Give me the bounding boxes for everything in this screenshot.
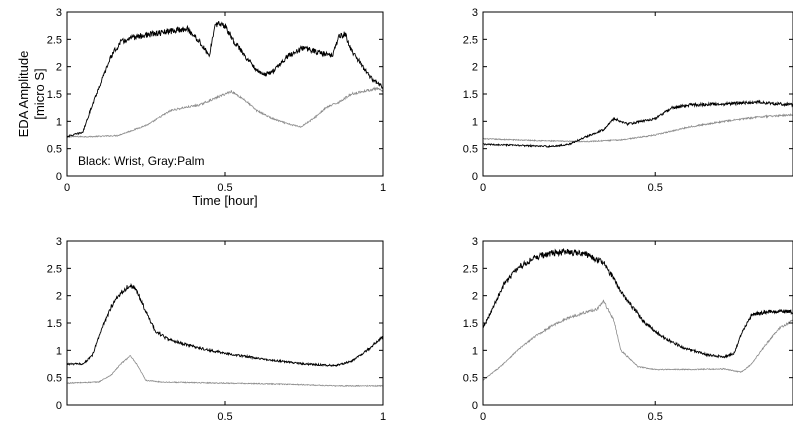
y-tick-label: 2 [472, 291, 478, 303]
axes-frame [482, 11, 793, 177]
y-tick-label: 0 [472, 171, 478, 183]
y-tick-label: 3 [56, 236, 62, 248]
plot-layer: 0 0.5 1 1.5 2 2.5 3 0 0.5 1 0 0.5 1 1.5 2 2.5 3 0 0.5 0 0.5 1… [47, 7, 793, 423]
y-tick-label: 0.5 [463, 144, 478, 156]
y-tick-label: 2.5 [463, 34, 478, 46]
panel-top-right: 0 0.5 1 1.5 2 2.5 3 0 0.5 [463, 7, 793, 194]
y-tick-label: 2 [56, 291, 62, 303]
y-tick-label: 1 [472, 345, 478, 357]
y-tick-label: 0.5 [463, 373, 478, 385]
x-tick-label: 0.5 [648, 182, 663, 194]
x-tick-label: 1 [380, 411, 386, 423]
x-tick-label: 0.5 [217, 411, 232, 423]
y-tick-label: 0 [56, 171, 62, 183]
series-wrist-line [67, 21, 383, 138]
y-tick-label: 3 [472, 236, 478, 248]
y-tick-label: 0.5 [47, 144, 62, 156]
panel-bottom-right: 0 0.5 1 1.5 2 2.5 3 0 0.5 [463, 236, 793, 423]
y-tick-label: 0 [472, 400, 478, 412]
y-tick-label: 0.5 [47, 373, 62, 385]
axes-frame [66, 240, 384, 406]
x-axis-label: Time [hour] [192, 193, 257, 208]
y-tick-label: 1.5 [47, 318, 62, 330]
series-wrist-line [483, 247, 793, 359]
y-tick-label: 2 [472, 62, 478, 74]
y-tick-label: 1 [472, 116, 478, 128]
series-wrist-line [483, 99, 793, 148]
series-palm-line [67, 86, 383, 138]
x-tick-label: 0 [480, 411, 486, 423]
series-palm-line [483, 299, 793, 381]
x-tick-label: 0.5 [648, 411, 663, 423]
panel-top-left: 0 0.5 1 1.5 2 2.5 3 0 0.5 1 [47, 7, 386, 194]
x-tick-label: 0 [64, 182, 70, 194]
x-tick-label: 0.5 [217, 182, 232, 194]
y-tick-label: 2.5 [47, 34, 62, 46]
series-palm-line [483, 113, 793, 143]
x-tick-label: 1 [380, 182, 386, 194]
y-tick-label: 0 [56, 400, 62, 412]
y-tick-label: 2.5 [463, 263, 478, 275]
y-tick-label: 1 [56, 116, 62, 128]
y-tick-label: 1 [56, 345, 62, 357]
y-axis-label-line-2: [micro S] [32, 68, 47, 119]
x-tick-label: 0 [480, 182, 486, 194]
y-tick-label: 3 [56, 7, 62, 19]
series-wrist-line [67, 282, 383, 367]
y-axis-label-line-1: EDA Amplitude [16, 51, 31, 138]
y-tick-label: 2 [56, 62, 62, 74]
y-tick-label: 1.5 [463, 318, 478, 330]
y-tick-label: 2.5 [47, 263, 62, 275]
y-tick-label: 3 [472, 7, 478, 19]
y-tick-label: 1.5 [47, 89, 62, 101]
y-tick-label: 1.5 [463, 89, 478, 101]
series-palm-line [67, 355, 383, 388]
legend-annotation: Black: Wrist, Gray:Palm [78, 154, 204, 168]
panel-bottom-left: 0 0.5 1 1.5 2 2.5 3 0.5 1 [47, 236, 386, 423]
